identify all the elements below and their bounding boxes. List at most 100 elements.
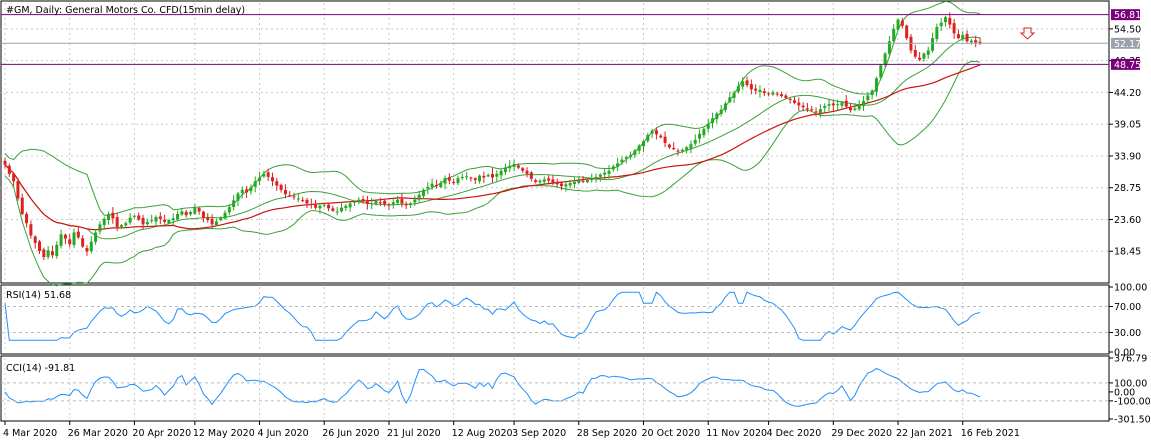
candle: [482, 171, 486, 184]
candle: [581, 176, 585, 184]
candle-body: [689, 144, 693, 149]
candle: [784, 93, 788, 100]
axis-tick-label: -100.00: [1114, 396, 1151, 407]
candle-body: [20, 197, 24, 214]
candle-body: [176, 213, 180, 220]
candle: [163, 214, 167, 224]
candle: [94, 229, 98, 245]
candle: [309, 198, 313, 209]
candle: [585, 177, 589, 184]
candle-body: [607, 170, 611, 174]
candle: [805, 102, 809, 113]
candle-body: [119, 225, 123, 227]
candle: [862, 95, 866, 111]
candle-body: [232, 200, 236, 208]
candle-body: [672, 147, 676, 150]
candle: [762, 87, 766, 97]
candle: [685, 145, 689, 154]
candle: [89, 236, 93, 254]
candle-body: [922, 53, 926, 59]
candle-body: [775, 93, 779, 95]
candle-body: [253, 181, 257, 187]
candle-body: [801, 105, 805, 108]
candle: [430, 178, 434, 191]
candle-body: [551, 179, 555, 183]
level-tag-high: [1111, 9, 1140, 21]
candle-body: [391, 202, 395, 205]
candle-body: [318, 205, 322, 209]
axis-tick-label: 100.00: [1114, 283, 1147, 294]
candle-body: [805, 108, 809, 110]
candle-body: [171, 218, 175, 220]
candle-body: [98, 224, 102, 232]
candle: [711, 112, 715, 129]
candle: [749, 79, 753, 95]
candle-body: [771, 92, 775, 95]
candle: [158, 212, 162, 225]
candle-body: [844, 100, 848, 107]
candle-body: [965, 33, 969, 42]
candle-body: [378, 202, 382, 204]
candle-body: [862, 101, 866, 106]
candle-body: [3, 160, 7, 165]
candle: [922, 52, 926, 62]
candle-body: [141, 217, 145, 225]
candle: [706, 119, 710, 133]
candle: [767, 91, 771, 97]
candle-body: [676, 150, 680, 152]
candle: [314, 199, 318, 210]
candle-body: [473, 178, 477, 181]
candle: [616, 157, 620, 172]
candle: [288, 190, 292, 198]
candle-body: [486, 175, 490, 177]
current-price-tag-text: 52.17: [1114, 39, 1141, 50]
candle-body: [943, 17, 947, 23]
candle-body: [663, 136, 667, 143]
candle-body: [749, 84, 753, 90]
candle: [814, 107, 818, 117]
candle-body: [184, 211, 188, 216]
candle-body: [762, 91, 766, 94]
candlesticks: [3, 12, 982, 261]
candle-body: [426, 186, 430, 189]
candle-body: [55, 244, 59, 257]
candle: [676, 148, 680, 156]
axis-tick-label: 100.00: [1114, 378, 1147, 389]
candle: [387, 202, 391, 211]
candle: [245, 186, 249, 199]
candle: [29, 220, 33, 239]
candle-body: [637, 145, 641, 151]
candle-body: [702, 128, 706, 136]
candle-body: [784, 95, 788, 98]
candle: [214, 218, 218, 227]
candle-body: [913, 50, 917, 57]
level-tag-low: [1111, 58, 1140, 70]
candle-body: [849, 107, 853, 111]
candle: [633, 149, 637, 159]
axis-tick-label: 33.90: [1114, 151, 1141, 162]
candle: [413, 195, 417, 206]
candle-body: [128, 217, 132, 223]
candle: [327, 202, 331, 212]
candle-body: [409, 203, 413, 206]
candle: [361, 195, 365, 204]
candle-body: [706, 123, 710, 129]
candle: [741, 76, 745, 91]
candle: [801, 102, 805, 112]
candle-body: [516, 165, 520, 168]
candle: [176, 210, 180, 221]
candle-body: [840, 102, 844, 106]
candle-body: [495, 173, 499, 177]
candle: [629, 151, 633, 160]
candle-body: [180, 211, 184, 215]
candle: [780, 91, 784, 98]
candle-body: [715, 113, 719, 120]
candle: [7, 163, 11, 177]
candle-body: [831, 103, 835, 106]
candle-body: [585, 180, 589, 183]
down-arrow-icon[interactable]: [1019, 27, 1036, 40]
candle: [823, 103, 827, 113]
candle-body: [201, 211, 205, 218]
candle: [521, 167, 525, 173]
